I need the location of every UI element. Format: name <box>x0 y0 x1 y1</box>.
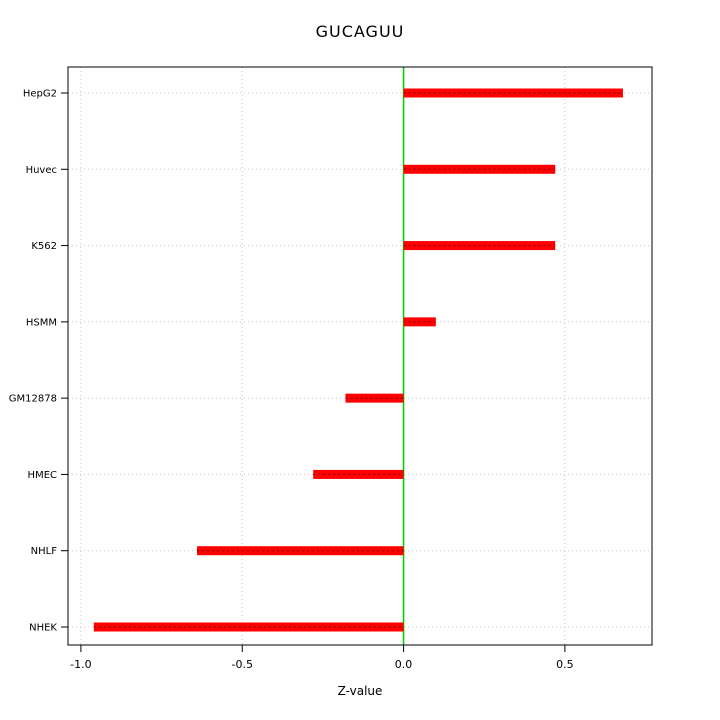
y-category-label: NHEK <box>29 623 57 634</box>
y-category-label: Huvec <box>26 165 57 176</box>
bar-NHEK <box>93 622 404 632</box>
bar-NHLF <box>197 546 404 556</box>
x-axis-title: Z-value <box>337 684 383 698</box>
y-category-label: K562 <box>31 241 57 252</box>
x-tick-label: -0.5 <box>231 658 252 671</box>
bar-GM12878 <box>345 393 404 403</box>
x-tick-label: 0.5 <box>556 658 574 671</box>
y-category-label: HMEC <box>28 470 57 481</box>
bar-HepG2 <box>403 88 623 98</box>
x-tick-label: 0.0 <box>395 658 413 671</box>
chart-title: GUCAGUU <box>315 22 405 41</box>
plot-border <box>67 66 653 646</box>
y-category-label: HSMM <box>26 317 57 328</box>
y-category-label: GM12878 <box>9 394 57 405</box>
x-tick-label: -1.0 <box>70 658 91 671</box>
y-category-label: NHLF <box>31 546 58 557</box>
y-category-label: HepG2 <box>23 89 57 100</box>
